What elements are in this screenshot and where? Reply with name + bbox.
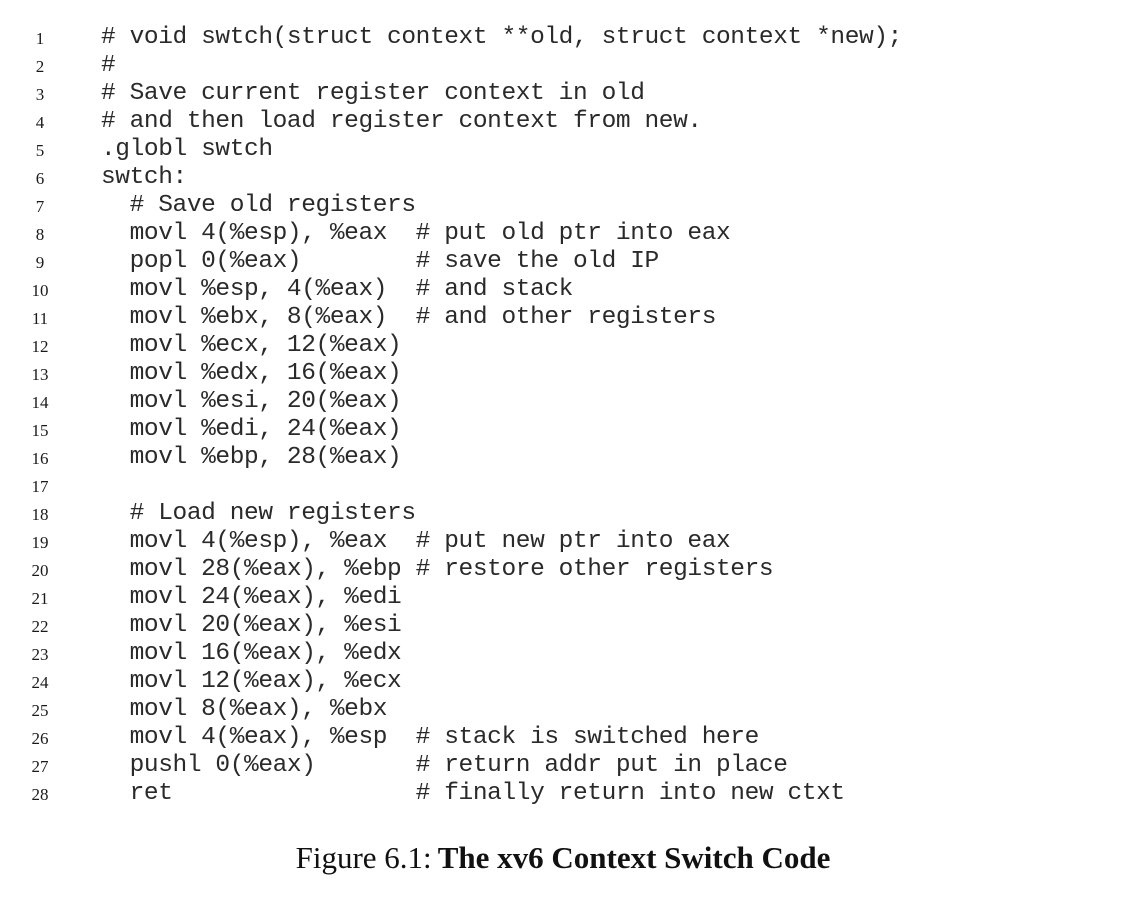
code-text: movl %edx, 16(%eax) (101, 360, 402, 387)
code-line: 9 popl 0(%eax) # save the old IP (0, 248, 1126, 276)
code-line: 23 movl 16(%eax), %edx (0, 640, 1126, 668)
line-number: 12 (31, 337, 49, 356)
line-number: 25 (31, 701, 49, 720)
code-line: 14 movl %esi, 20(%eax) (0, 388, 1126, 416)
code-text: pushl 0(%eax) # return addr put in place (101, 752, 788, 779)
code-line: 8 movl 4(%esp), %eax # put old ptr into … (0, 220, 1126, 248)
line-number: 5 (35, 141, 45, 160)
code-text: movl 4(%esp), %eax # put new ptr into ea… (101, 528, 731, 555)
line-number: 21 (31, 589, 49, 608)
line-number: 13 (31, 365, 49, 384)
code-line: 15 movl %edi, 24(%eax) (0, 416, 1126, 444)
code-text: .globl swtch (101, 136, 273, 163)
code-text: movl 24(%eax), %edi (101, 584, 402, 611)
code-line: 10 movl %esp, 4(%eax) # and stack (0, 276, 1126, 304)
code-line: 19 movl 4(%esp), %eax # put new ptr into… (0, 528, 1126, 556)
line-number: 6 (35, 169, 45, 188)
code-line: 25 movl 8(%eax), %ebx (0, 696, 1126, 724)
code-line: 6 swtch: (0, 164, 1126, 192)
line-number: 26 (31, 729, 49, 748)
code-listing: 1 # void swtch(struct context **old, stru… (0, 24, 1126, 808)
code-line: 5 .globl swtch (0, 136, 1126, 164)
code-text: movl 4(%esp), %eax # put old ptr into ea… (101, 220, 731, 247)
code-text: swtch: (101, 164, 187, 191)
code-line: 18 # Load new registers (0, 500, 1126, 528)
code-text: movl %esi, 20(%eax) (101, 388, 402, 415)
figure-title: The xv6 Context Switch Code (437, 840, 831, 875)
code-line: 4 # and then load register context from n… (0, 108, 1126, 136)
code-line: 21 movl 24(%eax), %edi (0, 584, 1126, 612)
code-line: 17 (0, 472, 1126, 500)
line-number: 7 (35, 197, 45, 216)
code-line: 7 # Save old registers (0, 192, 1126, 220)
code-text: movl %ecx, 12(%eax) (101, 332, 402, 359)
figure-number: Figure 6.1: (295, 840, 432, 875)
code-text: movl 20(%eax), %esi (101, 612, 402, 639)
code-text: # (101, 52, 116, 79)
code-text: movl 16(%eax), %edx (101, 640, 402, 667)
line-number: 17 (31, 477, 49, 496)
code-text: # Load new registers (101, 500, 416, 527)
line-number: 19 (31, 533, 49, 552)
code-text: movl 28(%eax), %ebp # restore other regi… (101, 556, 774, 583)
code-line: 20 movl 28(%eax), %ebp # restore other r… (0, 556, 1126, 584)
code-line: 26 movl 4(%eax), %esp # stack is switche… (0, 724, 1126, 752)
line-number: 23 (31, 645, 49, 664)
line-number: 1 (35, 29, 45, 48)
line-number: 27 (31, 757, 49, 776)
code-text: # void swtch(struct context **old, struc… (101, 24, 902, 51)
code-line: 1 # void swtch(struct context **old, stru… (0, 24, 1126, 52)
code-line: 16 movl %ebp, 28(%eax) (0, 444, 1126, 472)
line-number: 3 (35, 85, 45, 104)
line-number: 8 (35, 225, 45, 244)
code-line: 28 ret # finally return into new ctxt (0, 780, 1126, 808)
figure-caption: Figure 6.1: The xv6 Context Switch Code (0, 838, 1126, 878)
code-text: movl 4(%eax), %esp # stack is switched h… (101, 724, 760, 751)
code-text: # and then load register context from ne… (101, 108, 702, 135)
line-number: 14 (31, 393, 49, 412)
line-number: 11 (31, 309, 49, 328)
line-number: 16 (31, 449, 49, 468)
code-text: movl %ebp, 28(%eax) (101, 444, 402, 471)
line-number: 28 (31, 785, 49, 804)
code-line: 11 movl %ebx, 8(%eax) # and other regist… (0, 304, 1126, 332)
line-number: 20 (31, 561, 49, 580)
code-line: 13 movl %edx, 16(%eax) (0, 360, 1126, 388)
line-number: 9 (35, 253, 45, 272)
code-text: movl 8(%eax), %ebx (101, 696, 388, 723)
code-text: movl %esp, 4(%eax) # and stack (101, 276, 574, 303)
code-text: movl %ebx, 8(%eax) # and other registers (101, 304, 717, 331)
code-text: # Save current register context in old (101, 80, 645, 107)
code-line: 22 movl 20(%eax), %esi (0, 612, 1126, 640)
code-line: 24 movl 12(%eax), %ecx (0, 668, 1126, 696)
line-number: 22 (31, 617, 49, 636)
line-number: 4 (35, 113, 45, 132)
code-text: movl %edi, 24(%eax) (101, 416, 402, 443)
line-number: 24 (31, 673, 49, 692)
code-text: popl 0(%eax) # save the old IP (101, 248, 660, 275)
code-line: 27 pushl 0(%eax) # return addr put in pl… (0, 752, 1126, 780)
line-number: 10 (31, 281, 49, 300)
code-line: 3 # Save current register context in old (0, 80, 1126, 108)
code-text: movl 12(%eax), %ecx (101, 668, 402, 695)
code-text: # Save old registers (101, 192, 416, 219)
code-line: 12 movl %ecx, 12(%eax) (0, 332, 1126, 360)
line-number: 15 (31, 421, 49, 440)
code-text: ret # finally return into new ctxt (101, 780, 846, 807)
code-line: 2 # (0, 52, 1126, 80)
line-number: 18 (31, 505, 49, 524)
line-number: 2 (35, 57, 45, 76)
